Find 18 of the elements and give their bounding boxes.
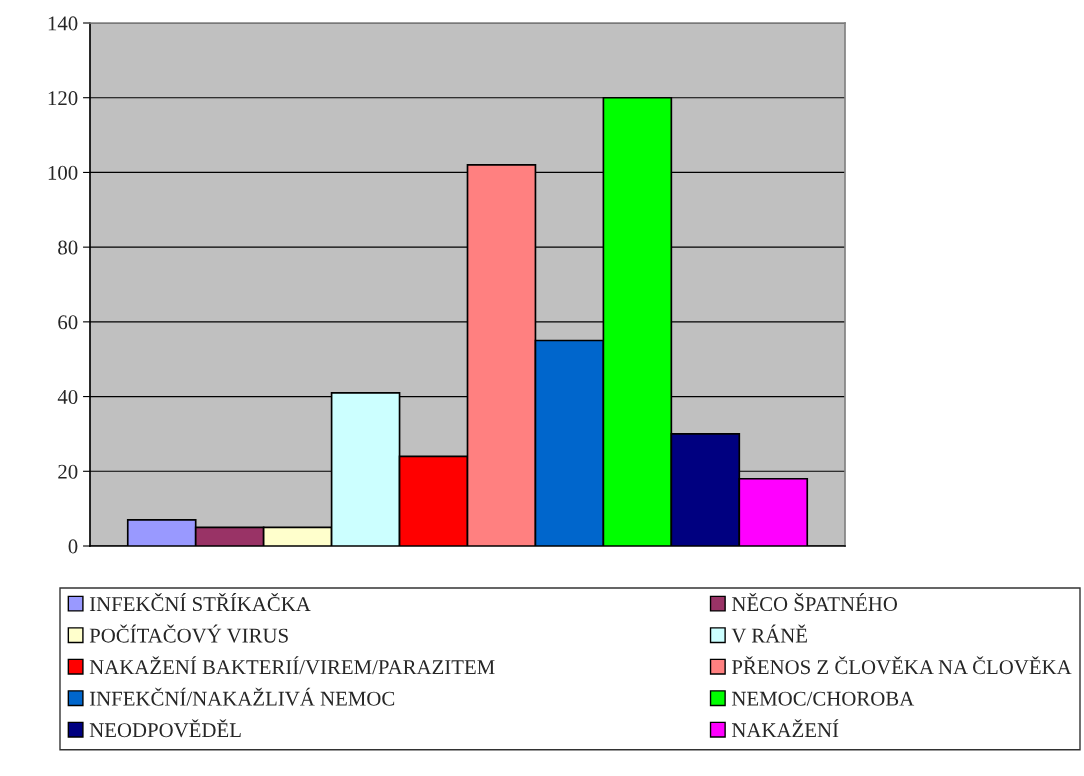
y-tick-label: 120 bbox=[48, 91, 78, 106]
legend-label: INFEKČNÍ/NAKAŽLIVÁ NEMOC bbox=[89, 687, 395, 706]
legend-label: NAKAŽENÍ bbox=[731, 719, 839, 737]
legend-label: INFEKČNÍ STŘÍKAČKA bbox=[89, 593, 311, 612]
legend-label: NĚCO ŠPATNÉHO bbox=[731, 593, 898, 612]
y-tick-label: 140 bbox=[48, 16, 78, 31]
legend-label: NEMOC/CHOROBA bbox=[731, 691, 915, 706]
legend-label: NEODPOVĚDĚL bbox=[89, 719, 241, 738]
y-tick-label: 80 bbox=[58, 240, 78, 255]
y-tick-label: 60 bbox=[58, 315, 78, 330]
y-tick-label: 100 bbox=[48, 165, 78, 180]
y-tick-label: 20 bbox=[58, 464, 78, 479]
legend-label: NAKAŽENÍ BAKTERIÍ/VIREM/PARAZITEM bbox=[89, 656, 495, 675]
legend-label: PŘENOS Z ČLOVĚKA NA ČLOVĚKA bbox=[731, 656, 1072, 675]
legend-label: V RÁNĚ bbox=[731, 624, 807, 643]
y-tick-label: 40 bbox=[57, 389, 78, 404]
legend-label: POČÍTAČOVÝ VIRUS bbox=[89, 624, 288, 643]
y-tick-label: 0 bbox=[68, 539, 78, 554]
